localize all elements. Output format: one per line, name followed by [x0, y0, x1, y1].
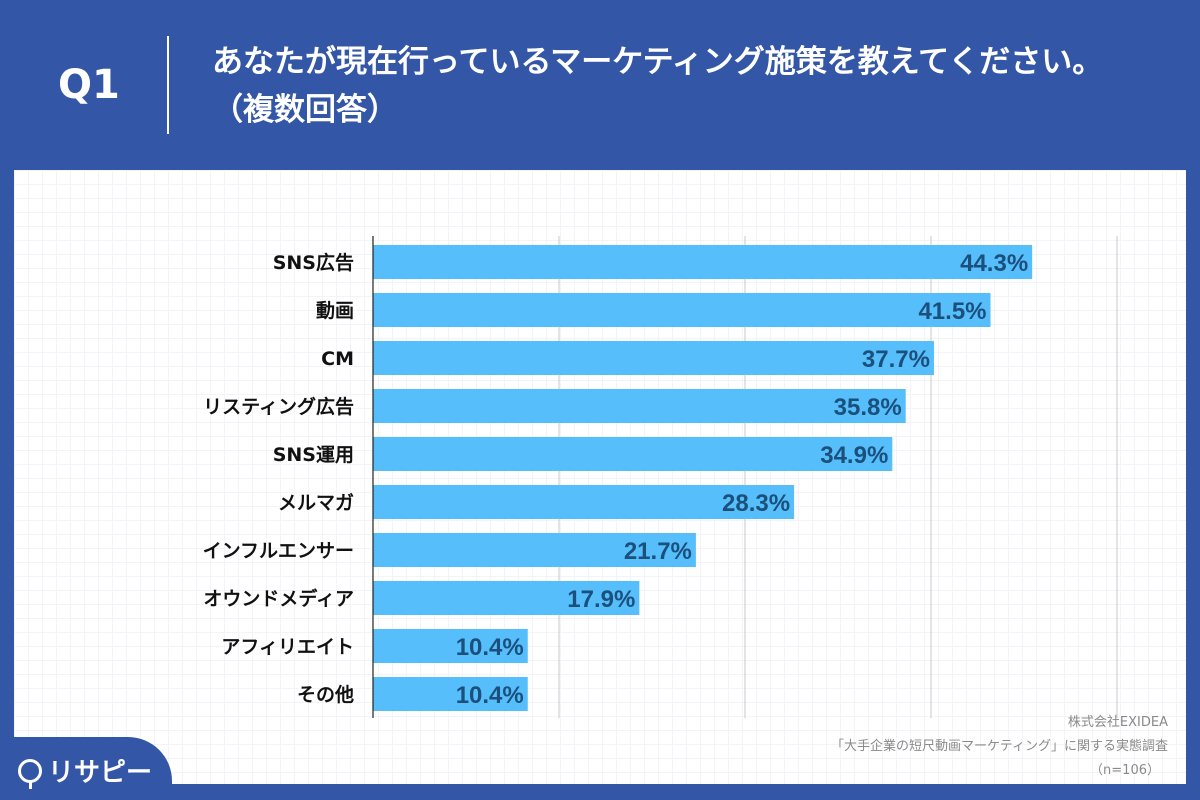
logo: リサピー [18, 752, 152, 789]
bar [373, 629, 528, 663]
source-survey: 「大手企業の短尺動画マーケティング」に関する実態調査 [831, 739, 1168, 754]
category-label: オウンドメディア [203, 587, 354, 610]
data-label: 35.8% [834, 394, 902, 421]
bar [373, 437, 893, 471]
data-label: 37.7% [862, 346, 930, 373]
category-label: アフィリエイト [221, 636, 354, 658]
category-label: リスティング広告 [203, 395, 354, 418]
category-label: SNS運用 [273, 444, 354, 466]
category-label: その他 [297, 683, 354, 706]
bar [373, 677, 528, 711]
category-label: SNS広告 [273, 251, 354, 274]
bar [373, 581, 640, 615]
category-label: インフルエンサー [203, 540, 354, 562]
bar [373, 293, 991, 327]
question-number: Q1 [58, 62, 120, 108]
data-label: 21.7% [624, 538, 692, 565]
source-sample: （n=106） [1090, 763, 1160, 778]
data-label: 10.4% [456, 682, 524, 709]
bar [373, 533, 696, 567]
bar [373, 341, 934, 375]
data-label: 10.4% [456, 634, 524, 661]
data-label: 41.5% [918, 298, 986, 325]
category-label: CM [321, 348, 354, 370]
logo-text: リサピー [48, 758, 153, 788]
bar [373, 485, 795, 519]
data-label: 28.3% [722, 490, 790, 517]
data-label: 17.9% [567, 586, 635, 613]
bar [373, 245, 1033, 279]
header-divider [167, 36, 169, 134]
data-label: 44.3% [960, 250, 1028, 277]
source-company: 株式会社EXIDEA [1067, 715, 1168, 730]
data-label: 34.9% [820, 442, 888, 469]
page-title: あなたが現在行っているマーケティング施策を教えてください。（複数回答） [212, 44, 1104, 128]
pin-icon [18, 758, 42, 789]
bar [373, 389, 906, 423]
category-label: メルマガ [278, 492, 354, 514]
category-label: 動画 [316, 300, 354, 322]
